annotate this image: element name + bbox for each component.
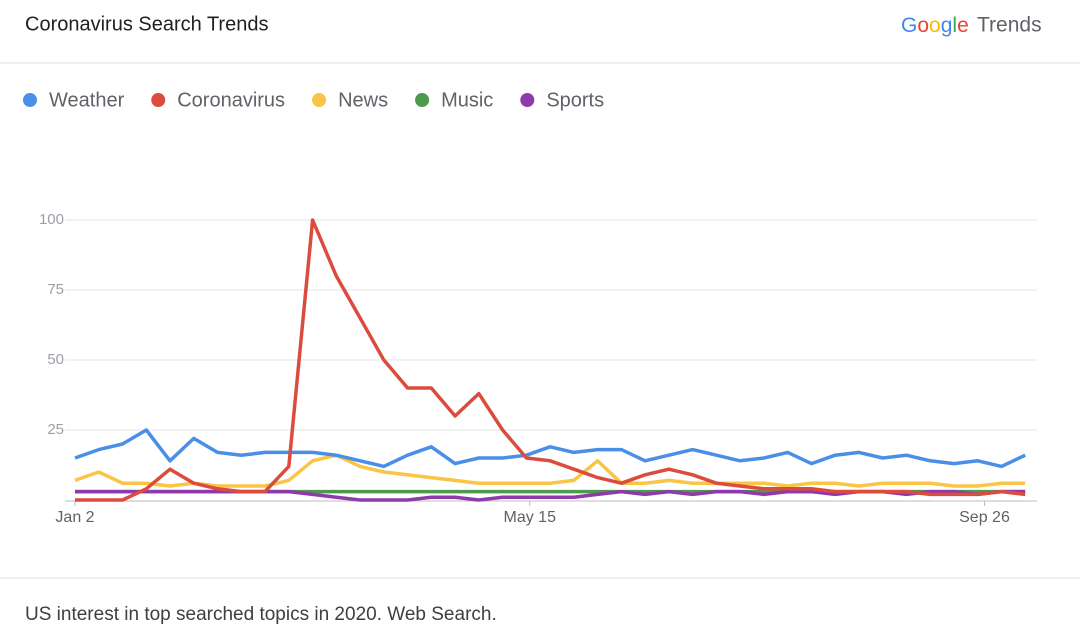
x-tick-label: May 15	[504, 509, 557, 526]
legend-swatch	[520, 93, 535, 107]
logo-brand: Google	[901, 14, 969, 37]
series-line	[74, 453, 1026, 488]
legend-swatch	[151, 93, 166, 107]
logo-product: Trends	[977, 14, 1042, 37]
legend-label: Coronavirus	[177, 89, 285, 111]
legend-label: Weather	[49, 89, 125, 111]
y-tick-label: 25	[47, 421, 64, 438]
legend-label: Music	[441, 89, 493, 111]
series-line	[74, 428, 1026, 469]
chart-title: Coronavirus Search Trends	[25, 13, 268, 35]
legend-swatch	[23, 93, 37, 107]
footnote: US interest in top searched topics in 20…	[25, 604, 497, 625]
x-tick-label: Jan 2	[55, 509, 94, 526]
y-tick-label: 100	[39, 211, 64, 228]
legend-swatch	[312, 93, 327, 107]
series-line	[75, 218, 1026, 502]
legend-label: Sports	[546, 89, 604, 111]
legend-swatch	[415, 93, 430, 107]
y-tick-label: 75	[47, 281, 64, 298]
y-tick-label: 50	[47, 351, 64, 368]
legend-label: News	[338, 89, 388, 111]
x-tick-label: Sep 26	[959, 509, 1010, 526]
